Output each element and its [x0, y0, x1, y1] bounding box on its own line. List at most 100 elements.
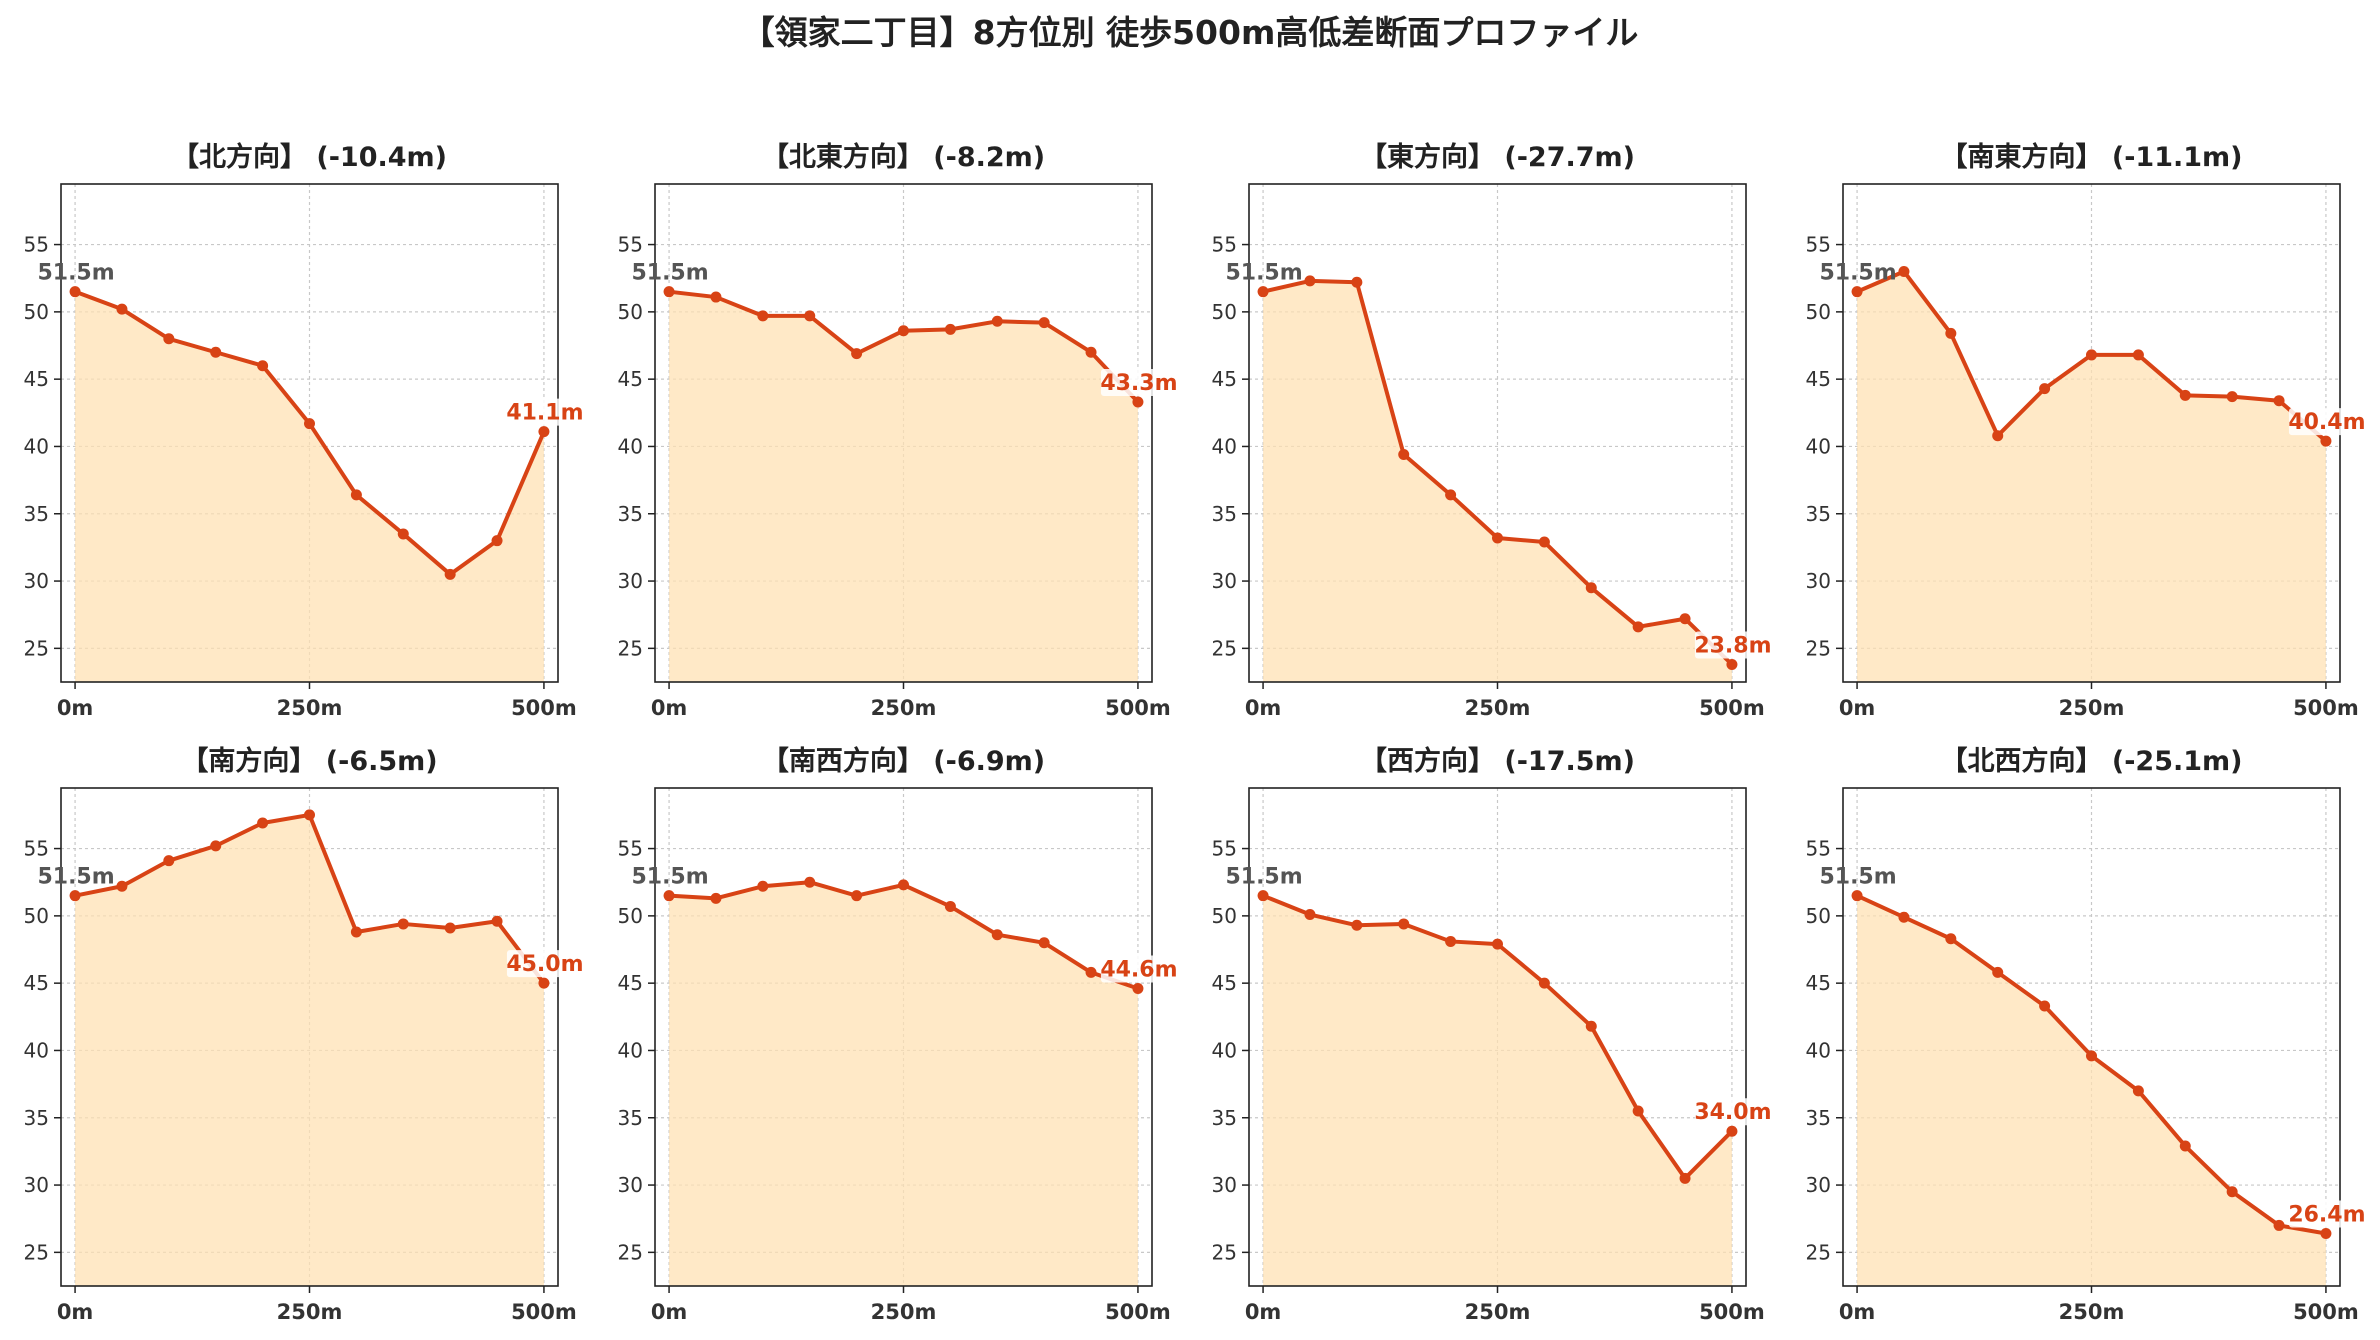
x-tick-label: 500m [2293, 1300, 2359, 1324]
data-point [1851, 286, 1863, 298]
start-elevation-label: 51.5m [631, 865, 708, 890]
data-point [710, 291, 722, 303]
area-fill [669, 291, 1138, 682]
subplot-2: 【北東方向】 (-8.2m) 25 30 35 40 45 50 55 0m 250m 500m 51… [618, 141, 1178, 720]
data-point [1992, 430, 2004, 442]
subplot-title: 【南東方向】 (-11.1m) [1940, 141, 2242, 173]
data-point [1351, 919, 1363, 931]
data-point [1304, 275, 1316, 287]
data-point [444, 568, 456, 580]
area-fill [669, 882, 1138, 1286]
data-point [851, 348, 863, 360]
data-point [1445, 489, 1457, 501]
data-point [163, 855, 175, 867]
data-point [757, 310, 769, 322]
y-tick-label: 40 [1806, 434, 1831, 458]
area-fill [1857, 271, 2326, 682]
y-tick-label: 45 [1212, 971, 1237, 995]
y-tick-label: 45 [24, 971, 49, 995]
y-tick-label: 45 [618, 367, 643, 391]
y-tick-label: 35 [24, 1106, 49, 1130]
data-point [1538, 977, 1550, 989]
data-point [116, 880, 128, 892]
data-point [1257, 286, 1269, 298]
y-tick-label: 55 [24, 233, 49, 257]
subplot-title: 【東方向】 (-27.7m) [1360, 141, 1635, 173]
data-point [1085, 966, 1097, 978]
data-point [1257, 890, 1269, 902]
y-tick-label: 25 [1212, 636, 1237, 660]
y-tick-label: 40 [1212, 434, 1237, 458]
end-elevation-label: 26.4m [2288, 1203, 2365, 1228]
x-tick-label: 250m [277, 696, 343, 720]
data-point [2226, 391, 2238, 403]
data-point [851, 890, 863, 902]
x-tick-label: 0m [1839, 1300, 1876, 1324]
x-tick-label: 500m [1699, 696, 1765, 720]
end-elevation-label: 45.0m [506, 952, 583, 977]
data-point [538, 426, 550, 438]
y-tick-label: 50 [24, 904, 49, 928]
subplot-title: 【北方向】 (-10.4m) [172, 141, 447, 173]
data-point [2086, 1050, 2097, 1062]
data-point [710, 892, 722, 904]
data-point [2086, 349, 2097, 361]
data-point [1445, 935, 1457, 947]
x-tick-label: 250m [871, 1300, 937, 1324]
data-point [804, 310, 816, 322]
data-point [1898, 911, 1910, 923]
x-tick-label: 250m [871, 696, 937, 720]
y-tick-label: 30 [1212, 1173, 1237, 1197]
data-point [1585, 1020, 1597, 1032]
x-tick-label: 500m [2293, 696, 2359, 720]
y-tick-label: 50 [618, 904, 643, 928]
data-point [663, 286, 675, 298]
y-tick-label: 35 [1212, 1106, 1237, 1130]
data-point [2273, 1219, 2285, 1231]
y-tick-label: 50 [24, 300, 49, 324]
y-tick-label: 40 [618, 1038, 643, 1062]
x-tick-label: 500m [511, 1300, 577, 1324]
data-point [1945, 933, 1957, 945]
y-tick-label: 45 [24, 367, 49, 391]
x-tick-label: 500m [1105, 1300, 1171, 1324]
data-point [116, 303, 128, 315]
area-fill [1857, 895, 2326, 1286]
data-point [69, 890, 81, 902]
end-label-background [1694, 631, 1771, 659]
data-point [1398, 449, 1410, 461]
end-elevation-label: 23.8m [1694, 634, 1771, 659]
data-point [1038, 317, 1050, 329]
y-tick-label: 45 [1806, 367, 1831, 391]
start-elevation-label: 51.5m [1225, 261, 1302, 286]
area-fill [1263, 280, 1732, 682]
x-tick-label: 250m [1465, 696, 1531, 720]
data-point [1132, 396, 1144, 408]
y-tick-label: 50 [1806, 300, 1831, 324]
y-tick-label: 55 [24, 837, 49, 861]
x-tick-label: 0m [651, 696, 688, 720]
x-tick-label: 500m [511, 696, 577, 720]
x-tick-label: 0m [57, 1300, 94, 1324]
start-elevation-label: 51.5m [1819, 865, 1896, 890]
y-tick-label: 40 [24, 1038, 49, 1062]
start-elevation-label: 51.5m [37, 261, 114, 286]
data-point [1085, 346, 1097, 358]
x-tick-label: 0m [57, 696, 94, 720]
data-point [350, 926, 362, 938]
y-tick-label: 30 [1212, 569, 1237, 593]
data-point [1679, 613, 1691, 625]
data-point [1538, 536, 1550, 548]
y-tick-label: 35 [1212, 502, 1237, 526]
data-point [944, 323, 956, 335]
data-point [257, 817, 269, 829]
data-point [1304, 909, 1316, 921]
data-point [1992, 966, 2004, 978]
y-tick-label: 30 [24, 1173, 49, 1197]
y-tick-label: 55 [1806, 233, 1831, 257]
y-tick-label: 50 [1212, 904, 1237, 928]
y-tick-label: 40 [24, 434, 49, 458]
subplot-title: 【南方向】 (-6.5m) [181, 745, 437, 777]
end-label-background [2288, 408, 2365, 436]
